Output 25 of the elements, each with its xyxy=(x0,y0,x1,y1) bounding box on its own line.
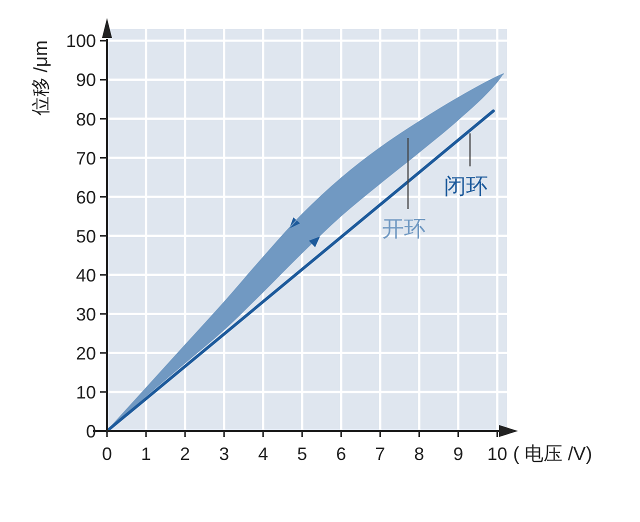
y-tick-label: 20 xyxy=(76,343,96,364)
y-tick-label: 50 xyxy=(76,226,96,246)
x-tick-label: 3 xyxy=(219,444,230,464)
y-tick-label: 90 xyxy=(76,70,96,90)
y-tick-label: 80 xyxy=(76,109,96,130)
x-tick-label: 7 xyxy=(375,444,386,464)
x-tick-label: 6 xyxy=(336,444,346,464)
x-axis-title: ( 电压 /V) xyxy=(513,444,592,465)
text: 开环 xyxy=(382,216,426,241)
x-tick-label: 1 xyxy=(141,444,152,464)
x-tick-label: 4 xyxy=(258,444,268,464)
y-tick-label: 10 xyxy=(76,382,96,402)
x-tick-label: 2 xyxy=(180,444,190,464)
x-tick-label: 0 xyxy=(102,444,112,464)
y-tick-label: 30 xyxy=(76,304,96,324)
y-tick-label: 60 xyxy=(76,187,96,208)
y-axis-title: 位移 /μm xyxy=(31,40,52,116)
x-tick-label: 8 xyxy=(414,444,424,464)
x-tick-label: 9 xyxy=(453,444,464,464)
series-label: 闭环 xyxy=(444,173,488,198)
y-tick-label: 70 xyxy=(76,148,96,168)
x-tick-label: 10 xyxy=(487,444,508,464)
y-tick-label: 100 xyxy=(66,31,96,52)
x-tick-label: 5 xyxy=(297,444,308,464)
y-tick-label: 40 xyxy=(76,265,96,286)
